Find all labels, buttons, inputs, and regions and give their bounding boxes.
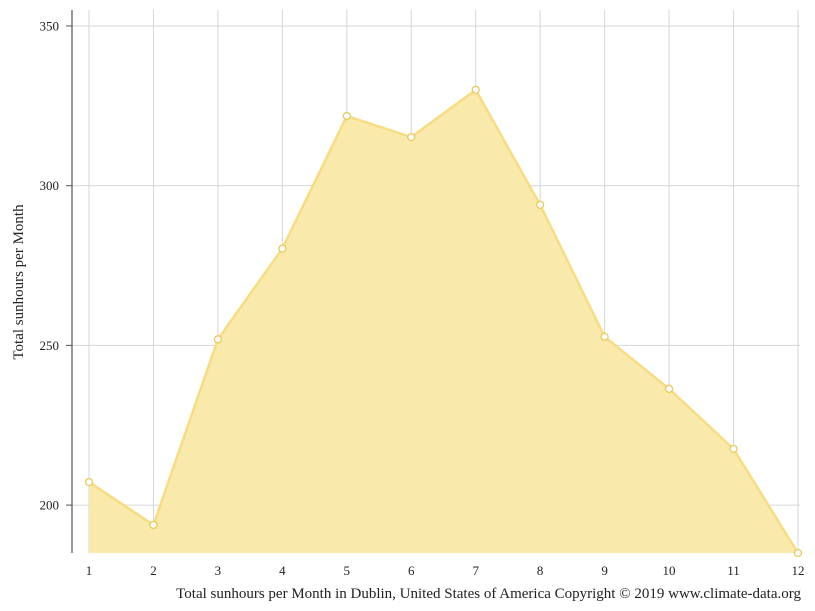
y-tick-label: 350 xyxy=(40,18,60,33)
y-tick-label: 200 xyxy=(40,498,60,513)
data-point[interactable] xyxy=(84,477,94,487)
x-tick-label: 6 xyxy=(408,563,415,578)
y-tick-label: 300 xyxy=(40,178,60,193)
x-tick-label: 2 xyxy=(150,563,157,578)
x-tick-label: 4 xyxy=(279,563,286,578)
data-point[interactable] xyxy=(729,444,738,454)
area-layer xyxy=(88,88,800,554)
x-tick-label: 3 xyxy=(215,563,222,578)
x-tick-label: 11 xyxy=(727,563,740,578)
series-line xyxy=(88,88,800,554)
data-point[interactable] xyxy=(342,111,351,121)
data-point[interactable] xyxy=(536,200,545,209)
data-points xyxy=(84,85,803,558)
data-point[interactable] xyxy=(407,132,416,142)
data-point[interactable] xyxy=(471,85,480,95)
data-point[interactable] xyxy=(664,384,674,393)
x-tick-label: 7 xyxy=(472,563,479,578)
data-point[interactable] xyxy=(793,548,803,558)
chart-caption: Total sunhours per Month in Dublin, Unit… xyxy=(176,586,801,602)
x-tick-label: 1 xyxy=(86,563,93,578)
y-tick-label: 250 xyxy=(40,338,60,353)
x-tick-label: 12 xyxy=(791,563,804,578)
data-point[interactable] xyxy=(600,332,609,341)
series-area xyxy=(89,89,798,554)
y-axis-title: Total sunhours per Month xyxy=(11,204,27,360)
x-tick-label: 10 xyxy=(663,563,676,578)
x-tick-labels: 1 2 3 4 5 6 7 8 9 10 11 12 xyxy=(86,563,805,578)
data-point[interactable] xyxy=(149,520,158,530)
x-tick-label: 9 xyxy=(601,563,608,578)
data-point[interactable] xyxy=(278,244,287,253)
data-point[interactable] xyxy=(213,335,223,344)
x-tick-label: 8 xyxy=(537,563,544,578)
x-tick-label: 5 xyxy=(344,563,351,578)
y-tick-labels: 200 250 300 350 xyxy=(40,18,72,513)
